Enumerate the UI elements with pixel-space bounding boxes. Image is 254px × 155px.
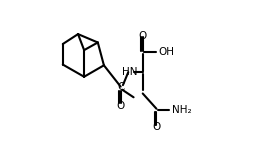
Text: C: C [117,82,124,92]
Text: HN: HN [122,67,137,77]
Text: NH₂: NH₂ [171,105,190,115]
Text: OH: OH [158,47,174,57]
Text: O: O [138,31,146,41]
Text: O: O [152,122,160,132]
Text: O: O [116,101,124,111]
